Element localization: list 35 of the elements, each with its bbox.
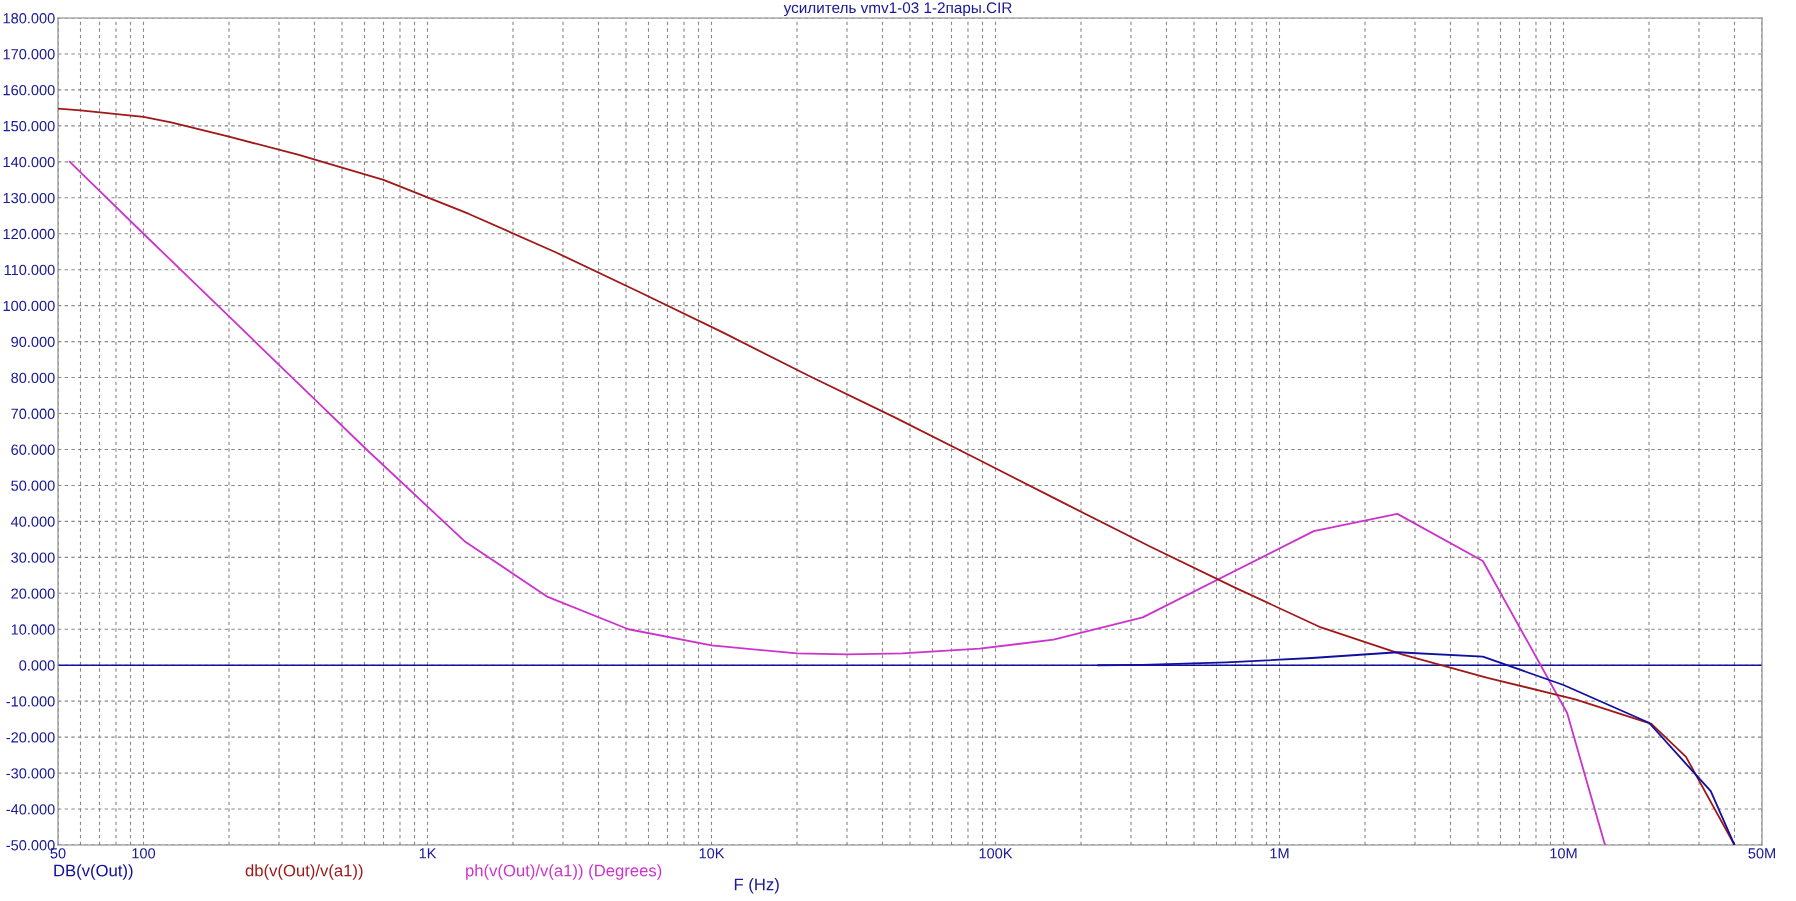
text: ph(v(Out)/v(a1)) (Degrees) [466,864,662,880]
x-tick-label: 50M [1748,848,1775,859]
y-tick-label: -10.000 [6,696,55,707]
x-axis-title: F (Hz) [734,878,779,894]
x-tick-label: 1K [419,848,437,859]
y-tick-label: -30.000 [6,768,55,779]
x-tick-label: 100K [979,848,1013,859]
y-tick-label: 70.000 [11,408,55,419]
y-tick-label: 100.000 [3,300,55,312]
y-tick-label: 120.000 [3,228,55,240]
y-tick-label: 180.000 [3,13,55,24]
y-tick-label: -20.000 [6,732,55,743]
y-tick-label: 150.000 [3,120,55,132]
y-tick-label: -40.000 [6,804,55,815]
y-tick-label: 50.000 [11,480,55,491]
y-tick-label: 30.000 [11,552,55,563]
y-tick-label: 90.000 [11,336,55,348]
y-tick-label: 10.000 [11,624,55,635]
x-tick-label: 1M [1270,848,1289,859]
y-tick-label: 60.000 [11,444,55,455]
text: db(v(Out)/v(a1)) [245,864,363,880]
y-tick-label: 140.000 [3,156,55,168]
y-tick-label: 110.000 [4,264,55,276]
x-tick-label: 10M [1550,848,1577,859]
text: DB(v(Out)) [54,864,133,880]
x-tick-label: 100 [132,848,156,859]
y-tick-label: 130.000 [3,192,55,204]
y-tick-label: 170.000 [3,49,55,60]
y-tick-label: 160.000 [3,85,55,96]
chart-title: усилитель vmv1-03 1-2пары.CIR [783,2,1012,17]
x-tick-label: 10K [699,848,725,859]
y-tick-label: 40.000 [10,516,55,527]
y-tick-label: 20.000 [11,588,55,599]
y-tick-label: 80.000 [11,372,55,383]
y-tick-label: 0.000 [19,660,55,671]
